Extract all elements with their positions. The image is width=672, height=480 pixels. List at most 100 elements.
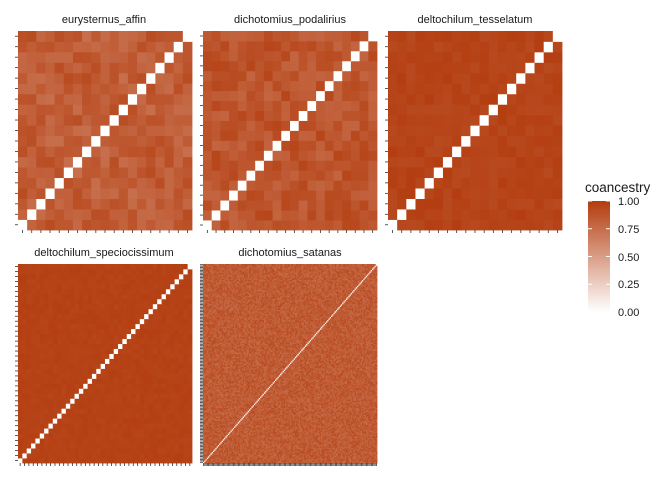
heatmap-cell [144, 458, 149, 463]
heatmap-cell [88, 433, 93, 438]
heatmap-cell [127, 428, 132, 433]
heatmap-diagonal-cell [220, 200, 229, 210]
heatmap-cell [183, 209, 193, 220]
heatmap-cell [170, 458, 175, 463]
heatmap-cell [273, 190, 282, 200]
heatmap-cell [316, 81, 325, 91]
heatmap-cell [140, 418, 145, 423]
heatmap-cell [360, 190, 369, 200]
heatmap-cell [119, 115, 129, 126]
heatmap-cell [183, 188, 193, 199]
heatmap-cell [388, 52, 398, 63]
heatmap-cell [489, 136, 499, 147]
heatmap-cell [489, 167, 499, 178]
heatmap-cell [174, 73, 184, 84]
heatmap-cell [101, 418, 106, 423]
heatmap-cell [334, 101, 343, 111]
heatmap-cell [170, 423, 175, 428]
heatmap-cell [273, 111, 282, 121]
heatmap-cell [212, 190, 221, 200]
heatmap-cell [434, 83, 444, 94]
heatmap-cell [443, 41, 453, 52]
heatmap-cell [425, 188, 435, 199]
heatmap-cell [91, 52, 101, 63]
heatmap-cell [238, 160, 247, 170]
heatmap-cell [162, 428, 167, 433]
heatmap-cell [174, 62, 184, 73]
heatmap-cell [220, 81, 229, 91]
heatmap-cell [101, 423, 106, 428]
heatmap-cell [203, 61, 212, 71]
heatmap-cell [170, 443, 175, 448]
heatmap-diagonal-cell [44, 428, 49, 433]
heatmap-cell [119, 199, 129, 210]
heatmap-cell [165, 199, 175, 210]
heatmap-diagonal-cell [146, 73, 156, 84]
heatmap-cell [79, 428, 84, 433]
heatmap-cell [170, 453, 175, 458]
heatmap-cell [155, 125, 165, 136]
heatmap-cell [397, 115, 407, 126]
heatmap-cell [82, 157, 92, 168]
heatmap-cell [118, 443, 123, 448]
heatmap-cell [299, 200, 308, 210]
heatmap-cell [27, 413, 32, 418]
heatmap-cell [290, 31, 299, 41]
heatmap-diagonal-cell [18, 458, 23, 463]
heatmap-cell [406, 136, 416, 147]
heatmap-cell [183, 83, 193, 94]
heatmap-cell [525, 31, 535, 42]
heatmap-cell [290, 101, 299, 111]
heatmap-cell [57, 458, 62, 463]
heatmap-cell [153, 453, 158, 458]
heatmap-cell [62, 443, 67, 448]
heatmap-cell [31, 433, 36, 438]
heatmap-cell [553, 52, 563, 63]
heatmap-cell [96, 458, 101, 463]
heatmap-cell [273, 101, 282, 111]
heatmap-cell [299, 160, 308, 170]
heatmap-cell [55, 157, 65, 168]
heatmap-cell [489, 146, 499, 157]
heatmap-cell [535, 62, 545, 73]
heatmap-cell [73, 146, 83, 157]
heatmap-cell [100, 94, 110, 105]
heatmap-cell [35, 453, 40, 458]
heatmap-cell [281, 150, 290, 160]
heatmap-cell [397, 83, 407, 94]
heatmap-cell [203, 210, 212, 220]
heatmap-cell [64, 31, 74, 42]
heatmap-cell [299, 190, 308, 200]
heatmap-cell [264, 160, 273, 170]
heatmap-cell [498, 146, 508, 157]
heatmap-cell [140, 433, 145, 438]
heatmap-cell [45, 136, 55, 147]
heatmap-cell [397, 167, 407, 178]
heatmap-cell [62, 428, 67, 433]
heatmap-cell [122, 448, 127, 453]
heatmap-diagonal-cell [35, 438, 40, 443]
heatmap-cell [155, 188, 165, 199]
heatmap-cell [325, 91, 334, 101]
heatmap-cell [425, 199, 435, 210]
heatmap-cell [45, 104, 55, 115]
heatmap-cell [406, 62, 416, 73]
heatmap-cell [82, 104, 92, 115]
heatmap-cell [119, 52, 129, 63]
heatmap-cell [174, 94, 184, 105]
heatmap-cell [220, 150, 229, 160]
heatmap-cell [238, 200, 247, 210]
heatmap-diagonal-cell [57, 413, 62, 418]
heatmap-cell [75, 438, 80, 443]
heatmap-cell [334, 170, 343, 180]
heatmap-cell [27, 115, 37, 126]
heatmap-cell [110, 167, 120, 178]
heatmap-diagonal-cell [48, 423, 53, 428]
heatmap-diagonal-cell [397, 209, 407, 220]
heatmap-cell [264, 210, 273, 220]
heatmap-cell [128, 62, 138, 73]
heatmap-cell [452, 73, 462, 84]
heatmap-cell [22, 413, 27, 418]
heatmap-cell [18, 423, 23, 428]
heatmap-cell [461, 94, 471, 105]
